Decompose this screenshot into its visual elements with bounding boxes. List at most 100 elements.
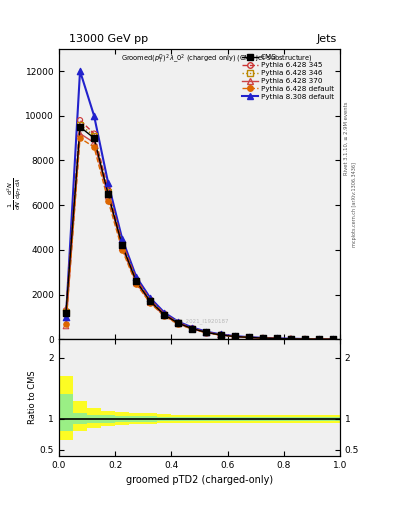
Point: [302, 335, 308, 343]
Point: [133, 275, 140, 283]
Point: [63, 313, 69, 321]
Point: [91, 138, 97, 146]
Point: [133, 280, 140, 288]
Point: [203, 328, 209, 336]
Point: [63, 308, 69, 316]
Point: [119, 234, 125, 243]
Point: [133, 276, 140, 284]
Point: [316, 335, 322, 344]
Point: [175, 317, 182, 326]
Point: [175, 319, 182, 327]
Point: [203, 329, 209, 337]
Point: [63, 322, 69, 330]
Point: [316, 335, 322, 343]
Point: [231, 332, 238, 340]
Point: [274, 334, 280, 343]
Point: [105, 190, 111, 198]
Point: [147, 299, 153, 307]
Point: [274, 334, 280, 343]
Point: [203, 328, 209, 336]
Point: [63, 307, 69, 315]
Point: [161, 311, 167, 319]
Point: [217, 331, 224, 339]
Point: [147, 297, 153, 306]
Point: [77, 123, 83, 131]
Point: [231, 332, 238, 340]
Point: [161, 308, 167, 316]
Point: [274, 334, 280, 343]
Point: [302, 335, 308, 343]
Point: [203, 329, 209, 337]
Point: [231, 332, 238, 340]
Point: [147, 294, 153, 302]
Point: [133, 277, 140, 285]
Point: [217, 330, 224, 338]
Point: [147, 296, 153, 305]
Point: [63, 319, 69, 328]
Point: [259, 334, 266, 342]
Point: [274, 334, 280, 343]
Point: [105, 192, 111, 200]
Point: [288, 335, 294, 343]
Point: [246, 333, 252, 341]
Point: [119, 238, 125, 246]
Point: [259, 334, 266, 342]
Point: [77, 130, 83, 138]
Point: [147, 295, 153, 304]
Point: [302, 335, 308, 343]
Point: [330, 335, 336, 344]
Point: [330, 335, 336, 344]
Point: [161, 312, 167, 320]
Point: [105, 188, 111, 196]
Text: Groomed$(p_T^D)^2\,\lambda\_0^2$ (charged only) (CMS jet substructure): Groomed$(p_T^D)^2\,\lambda\_0^2$ (charge…: [121, 53, 312, 66]
Point: [77, 67, 83, 75]
Point: [105, 197, 111, 205]
Point: [302, 335, 308, 343]
Text: CMS_2021_I1920187: CMS_2021_I1920187: [171, 318, 229, 324]
Point: [288, 335, 294, 343]
Point: [302, 335, 308, 343]
Point: [246, 333, 252, 342]
Point: [246, 333, 252, 342]
Point: [119, 246, 125, 254]
Point: [105, 185, 111, 194]
Point: [147, 298, 153, 307]
Point: [231, 332, 238, 340]
Point: [316, 335, 322, 343]
Point: [259, 334, 266, 342]
Point: [175, 319, 182, 327]
Point: [189, 325, 196, 333]
Point: [246, 333, 252, 342]
Point: [288, 335, 294, 343]
Point: [274, 334, 280, 343]
Point: [161, 310, 167, 318]
Text: mcplots.cern.ch [arXiv:1306.3436]: mcplots.cern.ch [arXiv:1306.3436]: [352, 162, 357, 247]
Point: [77, 116, 83, 124]
Point: [316, 335, 322, 344]
Point: [77, 121, 83, 129]
Point: [231, 332, 238, 340]
Point: [274, 334, 280, 343]
Point: [302, 335, 308, 343]
Text: 13000 GeV pp: 13000 GeV pp: [69, 34, 148, 44]
Point: [91, 130, 97, 138]
Point: [189, 324, 196, 332]
Point: [161, 312, 167, 320]
Point: [91, 143, 97, 151]
Point: [189, 325, 196, 333]
Point: [77, 134, 83, 142]
Y-axis label: $\frac{1}{\mathrm{d}N}\,\frac{\mathrm{d}^2N}{\mathrm{d}p_T\,\mathrm{d}\lambda}$: $\frac{1}{\mathrm{d}N}\,\frac{\mathrm{d}…: [6, 178, 24, 210]
Point: [175, 320, 182, 328]
Point: [203, 328, 209, 336]
Point: [330, 335, 336, 344]
Text: Rivet 3.1.10, ≥ 2.9M events: Rivet 3.1.10, ≥ 2.9M events: [344, 101, 349, 175]
Y-axis label: Ratio to CMS: Ratio to CMS: [28, 371, 37, 424]
Point: [161, 310, 167, 318]
Point: [288, 335, 294, 343]
Point: [133, 273, 140, 281]
Point: [175, 319, 182, 328]
Point: [189, 325, 196, 333]
Point: [316, 335, 322, 344]
Point: [259, 334, 266, 342]
Point: [231, 332, 238, 340]
